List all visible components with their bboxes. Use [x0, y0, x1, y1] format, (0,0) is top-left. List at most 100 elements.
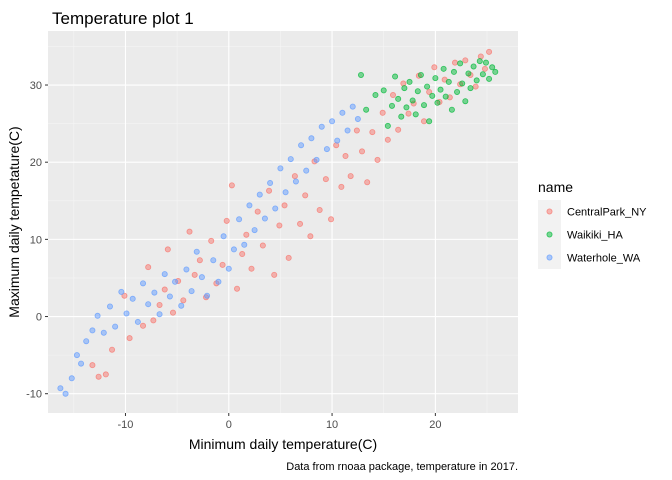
- point-centralpark-ny: [322, 176, 329, 183]
- point-centralpark-ny: [191, 271, 198, 278]
- point-waterhole-wa: [78, 360, 85, 367]
- x-tick-label: 0: [226, 419, 232, 431]
- point-waterhole-wa: [100, 329, 107, 336]
- point-waikiki-ha: [384, 122, 391, 129]
- point-waikiki-ha: [465, 70, 472, 77]
- point-centralpark-ny: [347, 173, 354, 180]
- point-waikiki-ha: [473, 77, 480, 84]
- point-centralpark-ny: [353, 127, 360, 134]
- point-waikiki-ha: [459, 80, 466, 87]
- y-tick-label: 10: [30, 234, 42, 246]
- point-waterhole-wa: [151, 289, 158, 296]
- point-centralpark-ny: [379, 109, 386, 116]
- point-waikiki-ha: [486, 75, 493, 82]
- point-centralpark-ny: [374, 156, 381, 163]
- point-waterhole-wa: [220, 233, 227, 240]
- point-centralpark-ny: [431, 64, 438, 71]
- point-waterhole-wa: [246, 202, 253, 209]
- point-centralpark-ny: [161, 286, 168, 293]
- point-centralpark-ny: [405, 110, 412, 117]
- point-waikiki-ha: [434, 99, 441, 106]
- point-centralpark-ny: [342, 153, 349, 160]
- point-waterhole-wa: [118, 288, 125, 295]
- point-centralpark-ny: [486, 48, 493, 55]
- point-waterhole-wa: [282, 189, 289, 196]
- point-waterhole-wa: [241, 241, 248, 248]
- point-waterhole-wa: [156, 311, 163, 318]
- chart-title: Temperature plot 1: [52, 9, 194, 28]
- point-waikiki-ha: [445, 78, 452, 85]
- point-waterhole-wa: [344, 127, 351, 134]
- point-waterhole-wa: [193, 248, 200, 255]
- point-waterhole-wa: [225, 265, 232, 272]
- point-waikiki-ha: [482, 59, 489, 66]
- legend-title: name: [538, 179, 573, 195]
- point-waterhole-wa: [287, 156, 294, 163]
- point-centralpark-ny: [472, 83, 479, 90]
- point-centralpark-ny: [307, 233, 314, 240]
- point-waikiki-ha: [414, 88, 421, 95]
- y-tick-label: -10: [26, 389, 42, 401]
- chart-caption: Data from rnoaa package, temperature in …: [286, 461, 518, 473]
- point-centralpark-ny: [395, 126, 402, 133]
- point-waterhole-wa: [183, 266, 190, 273]
- point-waikiki-ha: [372, 92, 379, 99]
- y-tick-label: 20: [30, 157, 42, 169]
- point-waterhole-wa: [308, 135, 315, 142]
- point-centralpark-ny: [259, 242, 266, 249]
- point-waikiki-ha: [462, 98, 469, 105]
- point-waterhole-wa: [62, 390, 69, 397]
- point-waikiki-ha: [448, 106, 455, 113]
- point-centralpark-ny: [338, 183, 345, 190]
- point-waterhole-wa: [236, 216, 243, 223]
- point-centralpark-ny: [359, 148, 366, 155]
- point-centralpark-ny: [426, 88, 433, 95]
- point-centralpark-ny: [316, 207, 323, 214]
- point-waterhole-wa: [161, 271, 168, 278]
- point-waikiki-ha: [426, 118, 433, 125]
- point-centralpark-ny: [196, 257, 203, 264]
- point-waterhole-wa: [329, 118, 336, 125]
- point-centralpark-ny: [254, 208, 261, 215]
- x-axis: -10 0 10 20: [118, 413, 441, 431]
- point-waikiki-ha: [363, 106, 370, 113]
- point-centralpark-ny: [276, 222, 283, 229]
- point-waterhole-wa: [89, 327, 96, 334]
- point-waikiki-ha: [479, 71, 486, 78]
- point-waterhole-wa: [73, 352, 80, 359]
- point-centralpark-ny: [239, 251, 246, 258]
- point-centralpark-ny: [297, 220, 304, 227]
- point-centralpark-ny: [186, 228, 193, 235]
- point-waikiki-ha: [440, 65, 447, 72]
- point-centralpark-ny: [95, 373, 102, 380]
- point-waikiki-ha: [442, 93, 449, 100]
- x-tick-label: 20: [429, 419, 441, 431]
- point-waterhole-wa: [210, 257, 217, 264]
- legend-marker-waterhole-wa: [546, 254, 553, 261]
- point-waterhole-wa: [267, 180, 274, 187]
- point-centralpark-ny: [208, 237, 215, 244]
- point-waterhole-wa: [256, 191, 263, 198]
- point-centralpark-ny: [281, 202, 288, 209]
- point-waterhole-wa: [298, 142, 305, 149]
- x-axis-label: Minimum daily temperature(C): [189, 436, 377, 452]
- point-centralpark-ny: [291, 173, 298, 180]
- point-waterhole-wa: [339, 109, 346, 116]
- point-centralpark-ny: [150, 317, 157, 324]
- point-centralpark-ny: [223, 217, 230, 224]
- point-waikiki-ha: [457, 60, 464, 67]
- y-tick-label: 30: [30, 80, 42, 92]
- point-waterhole-wa: [318, 123, 325, 130]
- point-centralpark-ny: [462, 57, 469, 64]
- minor-gridlines: [48, 31, 518, 413]
- point-waikiki-ha: [454, 88, 461, 95]
- point-centralpark-ny: [234, 285, 241, 292]
- point-waikiki-ha: [392, 73, 399, 80]
- point-waterhole-wa: [349, 103, 356, 110]
- point-centralpark-ny: [89, 362, 96, 369]
- point-centralpark-ny: [481, 65, 488, 72]
- point-centralpark-ny: [169, 309, 176, 316]
- point-centralpark-ny: [302, 192, 309, 199]
- point-waterhole-wa: [198, 274, 205, 281]
